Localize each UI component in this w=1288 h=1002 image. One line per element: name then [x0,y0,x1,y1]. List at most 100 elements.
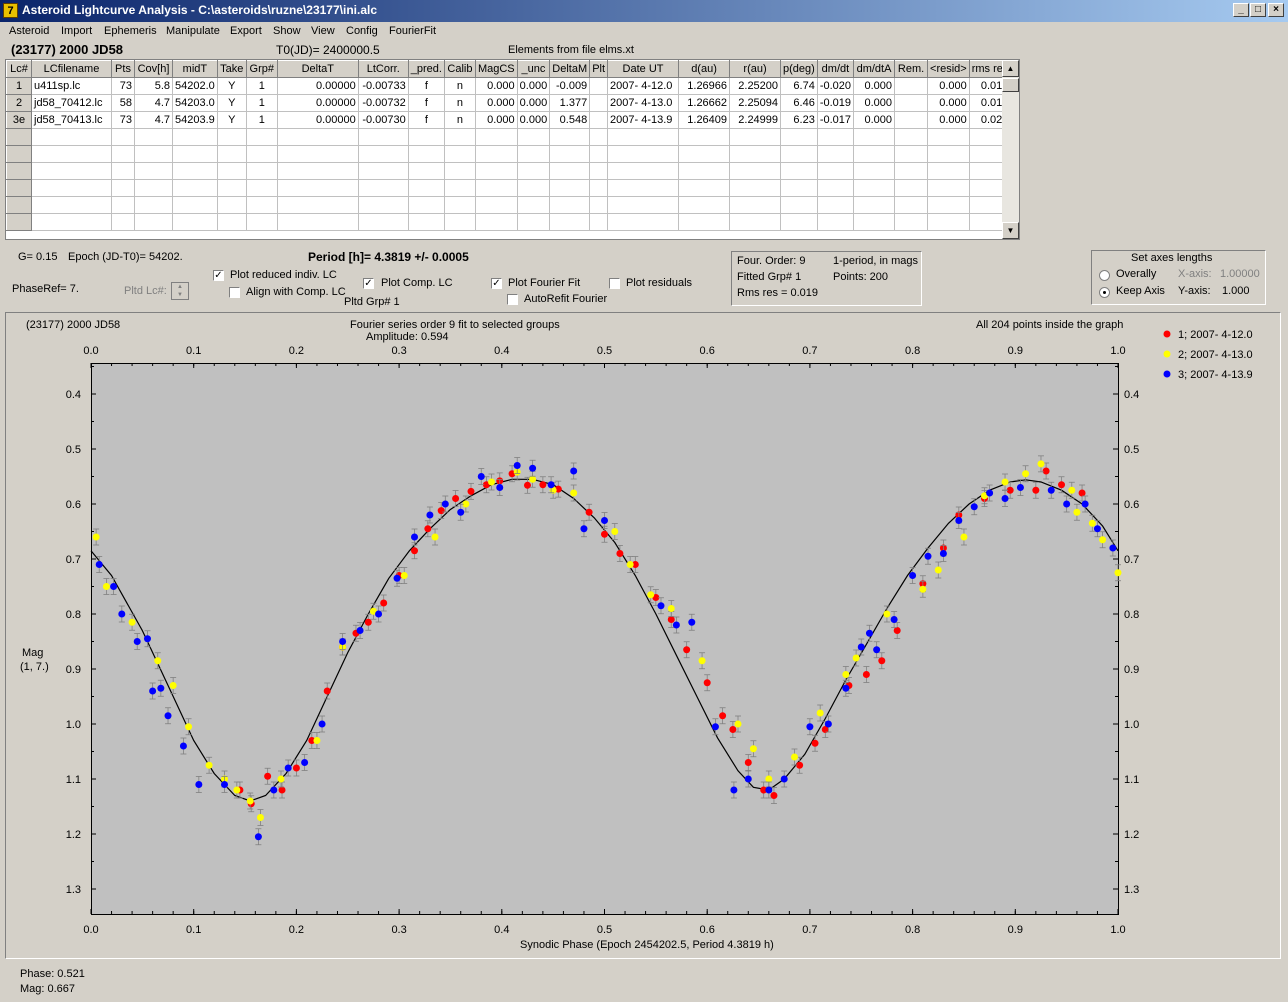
data-point [424,525,432,533]
menu-config[interactable]: Config [346,25,378,37]
plot-comp-checkbox[interactable]: ✓ [363,278,374,289]
data-point [570,489,578,497]
table-cell[interactable] [816,213,855,231]
x-axis-value[interactable]: 1.00000 [1220,268,1260,280]
table-cell[interactable]: 0.548 [549,111,591,129]
column-header[interactable]: Calib [443,60,476,78]
plot-fourier-checkbox[interactable]: ✓ [491,278,502,289]
data-point [816,709,824,717]
table-cell[interactable]: 0.00000 [276,94,359,112]
menu-view[interactable]: View [311,25,335,37]
table-cell[interactable]: -0.017 [816,111,855,129]
minimize-button[interactable]: _ [1233,3,1249,17]
table-cell[interactable]: 0.016 [968,77,1012,95]
table-cell[interactable]: 0.021 [968,111,1012,129]
scroll-thumb[interactable] [1002,78,1019,92]
column-header[interactable]: Grp# [245,60,278,78]
row-header[interactable] [6,179,32,197]
table-cell[interactable] [729,213,782,231]
x-tick-label-top: 1.0 [1110,345,1125,357]
table-cell[interactable]: -0.00733 [357,77,409,95]
column-header[interactable]: p(deg) [780,60,818,78]
column-header[interactable]: MagCS [474,60,518,78]
table-cell[interactable]: 0.000 [927,77,970,95]
data-point [488,478,496,486]
row-header[interactable] [6,196,32,214]
menu-import[interactable]: Import [61,25,93,37]
data-point [195,781,203,788]
plot-area[interactable] [91,363,1119,915]
align-comp-checkbox[interactable] [229,287,240,298]
column-header[interactable]: LCfilename [31,60,112,78]
column-header[interactable]: Plt [589,60,609,78]
row-header[interactable] [6,162,32,180]
table-cell[interactable]: jd58_70412.lc [31,94,112,112]
column-header[interactable]: DeltaM [549,60,591,78]
table-cell[interactable]: 0.000 [474,111,518,129]
data-point [462,500,470,508]
table-cell[interactable]: 0.000 [927,111,970,129]
table-row[interactable]: 1 u411sp.lc 73 5.8 54202.0 Y 1 0.00000 -0.00733 f… [6,77,1012,95]
data-point [770,792,778,799]
menu-asteroid[interactable]: Asteroid [9,25,50,37]
table-cell[interactable]: 73 [111,77,135,95]
table-cell[interactable] [474,213,518,231]
y-tick-label-left: 0.4 [66,389,81,401]
empty-row[interactable] [6,145,1012,163]
table-cell[interactable] [443,213,476,231]
table-cell[interactable]: -0.00730 [357,111,409,129]
keep-axis-radio[interactable] [1099,287,1110,298]
legend-marker [1163,370,1171,378]
overally-radio[interactable] [1099,270,1110,281]
table-cell[interactable]: -0.009 [549,77,591,95]
column-header[interactable]: <resid> [927,60,970,78]
table-cell[interactable] [927,213,970,231]
table-cell[interactable]: 0.000 [853,111,896,129]
scroll-down-icon[interactable]: ▼ [1002,222,1019,239]
lightcurve-grid[interactable]: Lc# LCfilename Pts Cov[h] midT Take Grp# DeltaT… [5,59,1020,240]
table-cell[interactable]: 0.000 [474,94,518,112]
table-cell[interactable] [134,213,173,231]
column-header[interactable]: r(au) [729,60,782,78]
menu-ephemeris[interactable]: Ephemeris [104,25,157,37]
empty-row[interactable] [6,196,1012,214]
pltd-lc-spinner[interactable]: ▲ ▼ [171,282,189,300]
data-point [919,585,927,593]
grid-scrollbar[interactable]: ▲ ▼ [1002,60,1019,239]
table-cell[interactable]: 54202.0 [172,77,218,95]
menu-show[interactable]: Show [273,25,301,37]
close-button[interactable]: × [1268,3,1284,17]
row-header[interactable]: 2 [6,94,32,112]
menu-manipulate[interactable]: Manipulate [166,25,220,37]
table-cell[interactable]: 2.25094 [729,94,782,112]
table-cell[interactable] [894,213,929,231]
table-cell[interactable]: 54203.9 [172,111,218,129]
scroll-up-icon[interactable]: ▲ [1002,60,1019,77]
table-cell[interactable]: 1.377 [549,94,591,112]
column-header[interactable]: Lc# [6,60,32,78]
column-header[interactable]: Cov[h] [134,60,173,78]
table-cell[interactable] [549,213,591,231]
table-cell[interactable] [407,213,445,231]
y-axis-value[interactable]: 1.000 [1222,285,1250,297]
plot-reduced-checkbox[interactable]: ✓ [213,270,224,281]
column-header[interactable]: LtCorr. [357,60,409,78]
autorefit-checkbox[interactable] [507,294,518,305]
plot-residuals-checkbox[interactable] [609,278,620,289]
column-header[interactable]: d(au) [678,60,731,78]
data-point [118,610,126,618]
empty-row[interactable] [6,213,1012,231]
column-header[interactable]: Take [216,60,247,78]
column-header[interactable]: rms res [968,60,1012,78]
table-cell[interactable]: 0.000 [516,94,551,112]
table-cell[interactable]: 2.25200 [729,77,782,95]
menu-fourierfit[interactable]: FourierFit [389,25,437,37]
column-header[interactable]: dm/dtA [853,60,896,78]
overally-label: Overally [1116,268,1157,280]
table-cell[interactable]: 0.00000 [276,77,359,95]
menu-export[interactable]: Export [230,25,262,37]
column-header[interactable]: midT [172,60,218,78]
column-header[interactable]: Rem. [894,60,929,78]
restore-button[interactable]: □ [1250,3,1266,17]
column-header[interactable]: dm/dt [816,60,855,78]
